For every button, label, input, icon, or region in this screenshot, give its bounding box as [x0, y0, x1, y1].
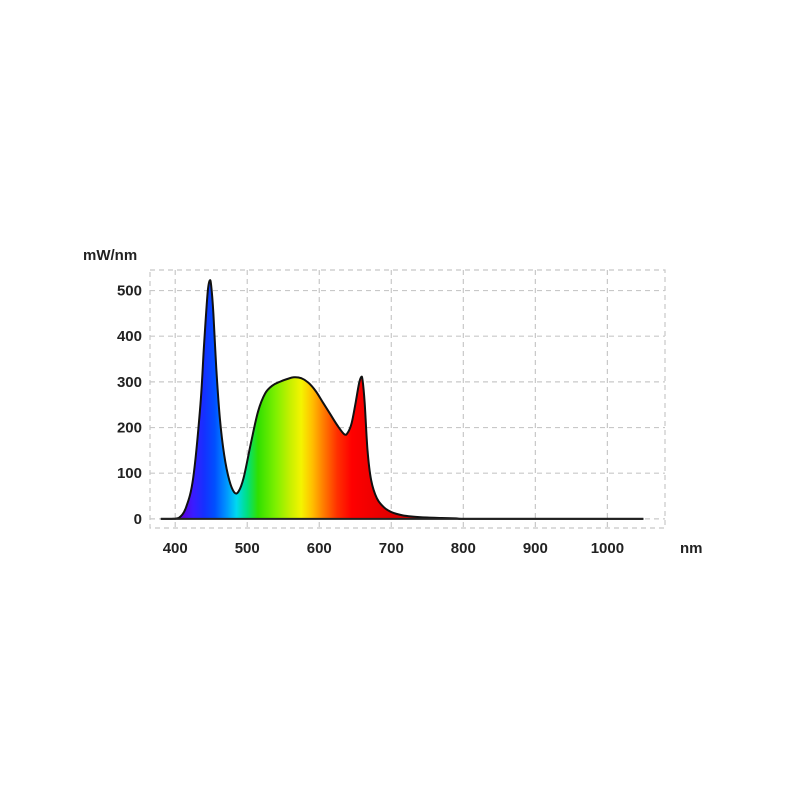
y-tick-label: 500	[117, 283, 142, 300]
y-tick-label: 200	[117, 420, 142, 437]
y-axis-label: mW/nm	[83, 247, 137, 264]
spectrum-line	[160, 279, 644, 520]
y-tick-label: 300	[117, 374, 142, 391]
spectrum-fill	[160, 280, 644, 519]
x-axis-label: nm	[680, 540, 703, 557]
y-tick-label: 0	[134, 511, 142, 528]
y-tick-label: 400	[117, 328, 142, 345]
x-tick-label: 400	[163, 540, 188, 557]
spectrum-area	[160, 279, 644, 520]
x-tick-label: 500	[235, 540, 260, 557]
x-tick-label: 600	[307, 540, 332, 557]
x-tick-label: 900	[523, 540, 548, 557]
x-tick-label: 700	[379, 540, 404, 557]
y-tick-label: 100	[117, 465, 142, 482]
x-tick-label: 1000	[591, 540, 624, 557]
axes: 400 500 600 700 800 900 1000 0 100 200 300 400 500	[117, 283, 624, 557]
x-tick-label: 800	[451, 540, 476, 557]
plot-border	[149, 269, 666, 529]
grid	[149, 269, 666, 529]
